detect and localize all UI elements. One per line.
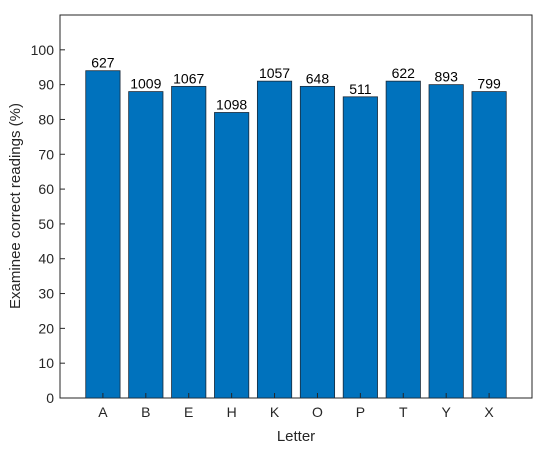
- x-tick-label-X: X: [484, 404, 494, 420]
- data-label-P: 511: [349, 81, 372, 97]
- y-tick-label: 100: [31, 42, 55, 58]
- y-tick-label: 90: [38, 77, 54, 93]
- y-axis-title: Examinee correct readings (%): [7, 103, 24, 309]
- y-tick-label: 40: [38, 251, 54, 267]
- data-label-X: 799: [477, 76, 501, 92]
- x-tick-label-Y: Y: [442, 404, 452, 420]
- data-label-B: 1009: [130, 76, 161, 92]
- bar-E: [171, 85, 207, 399]
- bars-layer: 627 1009 1067 1098 1057 648 511 622 893 799: [85, 55, 507, 399]
- y-tick-label: 0: [46, 390, 54, 406]
- x-tick-label-P: P: [356, 404, 365, 420]
- y-tick-label: 30: [38, 286, 54, 302]
- x-tick-label-H: H: [227, 404, 237, 420]
- data-label-K: 1057: [259, 65, 290, 81]
- data-label-E: 1067: [173, 70, 204, 86]
- x-tick-label-T: T: [399, 404, 408, 420]
- data-label-A: 627: [91, 55, 115, 71]
- y-tick-label: 20: [38, 320, 54, 336]
- bar-A: [85, 70, 121, 399]
- x-tick-label-A: A: [98, 404, 108, 420]
- bar-Y: [428, 84, 464, 399]
- bar-H: [214, 112, 250, 399]
- y-tick-label: 60: [38, 181, 54, 197]
- bar-X: [471, 91, 507, 399]
- y-tick-label: 80: [38, 111, 54, 127]
- bar-P: [342, 96, 378, 399]
- bar-O: [299, 85, 336, 399]
- bar-B: [128, 91, 164, 399]
- y-tick-label: 50: [38, 216, 54, 232]
- x-tick-label-B: B: [141, 404, 150, 420]
- x-tick-label-E: E: [184, 404, 193, 420]
- bar-T: [385, 80, 421, 399]
- axis-layer: 0 10 20 30 40 50 60 70 80 90 100 A B E H K O P T Y X: [31, 42, 495, 420]
- x-tick-label-K: K: [270, 404, 280, 420]
- bar-K: [256, 80, 293, 399]
- x-tick-label-O: O: [312, 404, 323, 420]
- data-label-O: 648: [306, 70, 330, 86]
- data-label-H: 1098: [216, 96, 247, 112]
- data-label-Y: 893: [435, 69, 459, 85]
- x-axis-title: Letter: [277, 428, 315, 445]
- y-tick-label: 70: [38, 146, 54, 162]
- y-tick-label: 10: [38, 355, 54, 371]
- data-label-T: 622: [392, 65, 416, 81]
